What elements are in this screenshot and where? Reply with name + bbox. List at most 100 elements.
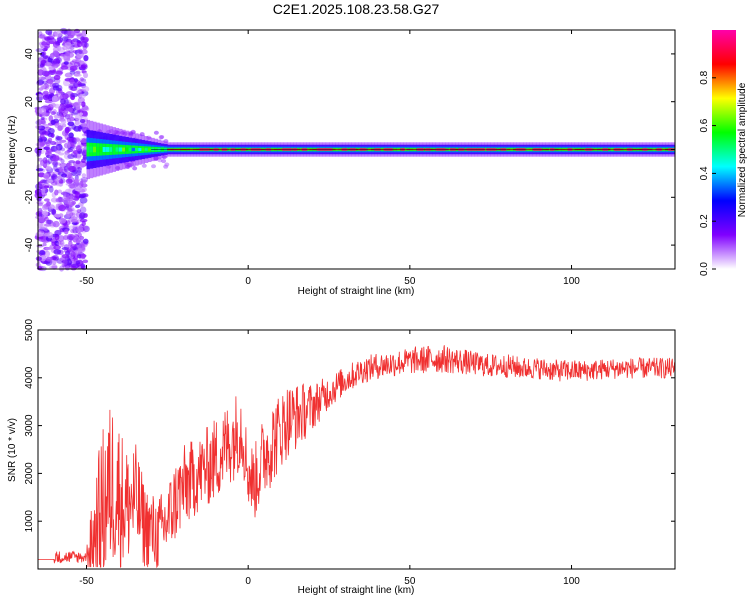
spectrogram-cell bbox=[71, 39, 77, 44]
spectrogram-cell bbox=[43, 45, 49, 52]
spectrogram-cell bbox=[70, 112, 79, 116]
colorbar-tick-label: 0.8 bbox=[699, 70, 710, 84]
spectrogram-cell bbox=[89, 146, 94, 153]
spectrogram-cell bbox=[76, 169, 82, 176]
spectrogram-cell bbox=[50, 140, 57, 146]
spectrogram-cell bbox=[67, 107, 74, 113]
spectrogram-cell bbox=[35, 231, 44, 237]
spectrogram-cell bbox=[47, 157, 52, 164]
colorbar-tick-label: 0.2 bbox=[699, 214, 710, 228]
spectrogram-cell bbox=[38, 236, 44, 240]
spectrogram-y-tick-label: 20 bbox=[24, 96, 35, 108]
spectrogram-cell bbox=[69, 79, 75, 85]
spectrogram-cell bbox=[54, 189, 59, 196]
spectrogram-cell bbox=[52, 50, 59, 57]
snr-panel: -50 0 50 100 1000 2000 3000 4000 5000 Height of… bbox=[7, 318, 676, 596]
spectrogram-cell bbox=[79, 180, 84, 188]
spectrogram-cell bbox=[112, 147, 116, 152]
spectrogram-cell bbox=[49, 69, 56, 73]
spectrogram-cell bbox=[55, 70, 64, 75]
spectrogram-cell bbox=[153, 130, 159, 135]
spectrogram-cell bbox=[48, 186, 54, 193]
spectrogram-cell bbox=[58, 204, 67, 212]
spectrogram-cell bbox=[39, 33, 46, 39]
spectrogram-cell bbox=[68, 83, 74, 91]
spectrogram-cell bbox=[70, 92, 79, 98]
spectrogram-cell bbox=[135, 147, 139, 152]
spectrogram-cell bbox=[161, 159, 167, 164]
spectrogram-x-axis-label: Height of straight line (km) bbox=[298, 286, 415, 297]
spectrogram-cell bbox=[77, 248, 82, 253]
spectrogram-cell bbox=[37, 136, 43, 143]
spectrogram-cell bbox=[77, 167, 83, 171]
colorbar-ticks: 0.0 0.2 0.4 0.6 0.8 bbox=[699, 70, 716, 276]
spectrogram-cell bbox=[65, 188, 72, 193]
spectrogram-cell bbox=[40, 45, 48, 51]
spectrogram-cell bbox=[67, 177, 75, 183]
spectrogram-cell bbox=[77, 218, 82, 223]
spectrogram-cell bbox=[128, 147, 133, 152]
spectrogram-cell bbox=[81, 29, 87, 37]
spectrogram-cell bbox=[58, 113, 63, 120]
spectrogram-cell bbox=[70, 251, 76, 258]
spectrogram-cell bbox=[47, 231, 54, 239]
spectrogram-cell bbox=[79, 206, 87, 214]
spectrogram-cell bbox=[71, 209, 79, 216]
spectrogram-cell bbox=[132, 166, 138, 171]
spectrogram-cell bbox=[42, 210, 49, 216]
spectrogram-cell bbox=[42, 157, 48, 164]
spectrogram-cell bbox=[77, 48, 83, 54]
spectrogram-cell bbox=[61, 173, 68, 178]
spectrogram-cell bbox=[54, 145, 60, 152]
spectrogram-cell bbox=[51, 174, 58, 180]
spectrogram-cell bbox=[76, 226, 84, 233]
spectrogram-cell bbox=[80, 176, 89, 183]
spectrogram-cell bbox=[43, 146, 50, 151]
spectrogram-cell bbox=[47, 127, 55, 135]
spectrogram-cell bbox=[69, 183, 77, 190]
spectrogram-cell bbox=[47, 137, 53, 143]
colorbar-tick-label: 0.4 bbox=[699, 166, 710, 180]
spectrogram-cell bbox=[53, 74, 61, 81]
snr-x-tick-label: -50 bbox=[79, 576, 94, 587]
spectrogram-cell bbox=[138, 147, 142, 152]
spectrogram-cell bbox=[74, 187, 82, 192]
snr-y-tick-label: 1000 bbox=[24, 510, 35, 533]
spectrogram-cell bbox=[52, 220, 60, 228]
spectrogram-cell bbox=[74, 114, 83, 121]
colorbar-tick-label: 0.6 bbox=[699, 118, 710, 132]
spectrogram-cell bbox=[35, 256, 43, 261]
spectrogram-cell bbox=[64, 259, 73, 266]
snr-y-axis-label: SNR (10 * v/v) bbox=[7, 418, 18, 482]
spectrogram-cell bbox=[60, 98, 66, 105]
spectrogram-cell bbox=[51, 175, 56, 181]
spectrogram-cell bbox=[60, 118, 67, 125]
spectrogram-cell bbox=[48, 66, 55, 71]
spectrogram-cell bbox=[58, 178, 64, 184]
spectrogram-cell bbox=[43, 123, 49, 128]
spectrogram-cell bbox=[79, 212, 86, 219]
spectrogram-cell bbox=[53, 206, 59, 211]
spectrogram-cell bbox=[83, 225, 90, 233]
spectrogram-cell bbox=[37, 172, 46, 178]
spectrogram-cell bbox=[47, 31, 53, 36]
spectrogram-cell bbox=[70, 265, 78, 271]
spectrogram-cell bbox=[109, 147, 113, 152]
spectrogram-cell bbox=[75, 145, 82, 152]
spectrogram-cell bbox=[45, 165, 52, 170]
spectrogram-cell bbox=[61, 36, 69, 42]
spectrogram-cell bbox=[73, 71, 81, 77]
spectrogram-cell bbox=[50, 119, 56, 125]
spectrogram-cell bbox=[45, 256, 53, 262]
spectrogram-cell bbox=[66, 162, 73, 168]
spectrogram-cell bbox=[64, 56, 71, 62]
spectrogram-x-tick-label: -50 bbox=[79, 276, 94, 287]
spectrogram-cell bbox=[35, 215, 42, 219]
spectrogram-cell bbox=[51, 208, 57, 215]
spectrogram-cell bbox=[49, 222, 57, 228]
spectrogram-cell bbox=[37, 62, 44, 69]
spectrogram-cell bbox=[82, 238, 89, 244]
snr-y-ticks: 1000 2000 3000 4000 5000 bbox=[24, 318, 675, 532]
spectrogram-cell bbox=[76, 167, 82, 174]
spectrogram-cell bbox=[82, 38, 88, 44]
